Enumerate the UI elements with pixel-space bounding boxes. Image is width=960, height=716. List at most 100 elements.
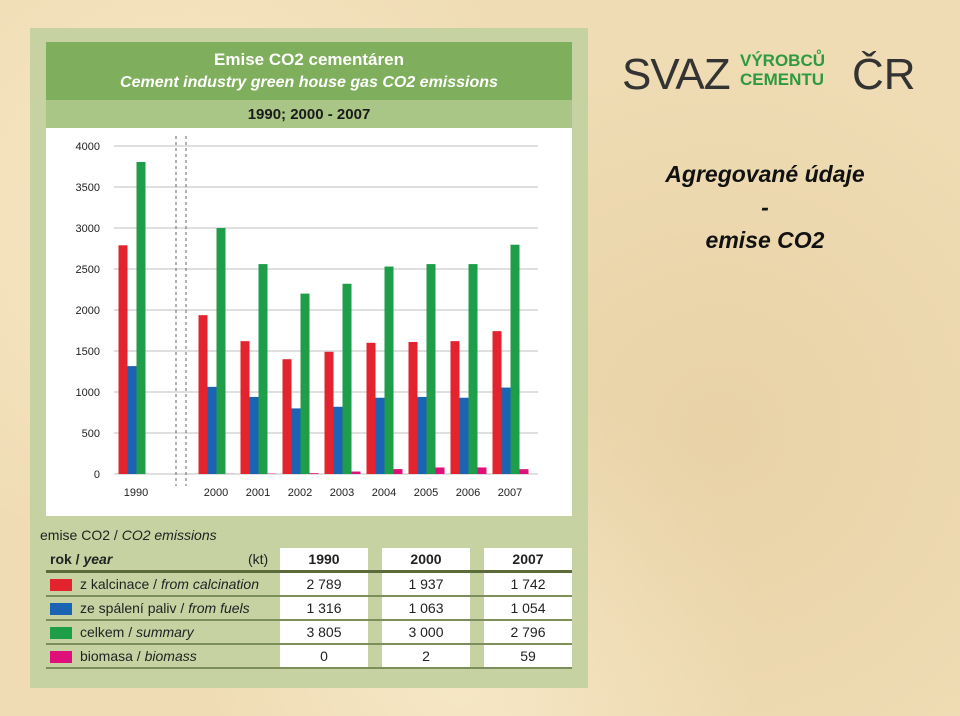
table-row: z kalcinace / from calcination 2 789 1 9… (46, 571, 572, 597)
head-label-en: year (83, 551, 113, 567)
x-tick-label: 2004 (372, 487, 396, 499)
head-label: rok / year (46, 548, 244, 573)
col-gap (470, 596, 484, 621)
chart-title-cz: Emise CO2 cementáren (214, 50, 404, 69)
chart-svg: 0 500 1000 1500 2000 2500 3000 3500 4000 1990 2000… (76, 136, 538, 499)
table-cell: 1 063 (382, 596, 470, 621)
bar-2-2007 (510, 244, 520, 474)
y-tick-label: 0 (94, 469, 100, 481)
swatch-biomass (50, 651, 72, 664)
slide-title: Agregované údaje - emise CO2 (630, 158, 900, 257)
head-year-3: 2007 (484, 548, 572, 573)
table-cell: 1 937 (382, 571, 470, 597)
table-cell: 2 (382, 644, 470, 669)
bar-3-2004 (393, 469, 403, 474)
row-label: celkem / summary (46, 620, 280, 645)
bar-0-1990 (118, 245, 128, 474)
swatch-fuels (50, 603, 72, 616)
bar-2-2005 (426, 264, 436, 474)
table-cell: 1 316 (280, 596, 368, 621)
x-tick-label: 2002 (288, 487, 312, 499)
table-cell: 3 805 (280, 620, 368, 645)
table-cell: 3 000 (382, 620, 470, 645)
col-gap (368, 596, 382, 621)
bar-0-2007 (492, 331, 502, 474)
bar-1-2002 (291, 408, 301, 474)
bar-0-2004 (366, 342, 376, 474)
brand-cr: ČR (852, 50, 916, 99)
x-tick-label: 2007 (498, 487, 522, 499)
col-gap (470, 644, 484, 669)
bar-3-2005 (435, 467, 445, 474)
table-row: biomasa / biomass 0 2 59 (46, 644, 572, 669)
brand-svaz: SVAZ (622, 50, 731, 99)
brand-vyrobcu: VÝROBCŮ (740, 51, 826, 70)
y-tick-label: 2000 (76, 305, 100, 317)
bar-1-2004 (375, 397, 385, 474)
head-year-1: 1990 (280, 548, 368, 573)
x-tick-label: 2001 (246, 487, 270, 499)
bar-1-2003 (333, 406, 343, 474)
row-label-cz: z kalcinace (80, 576, 150, 592)
bar-2-2006 (468, 264, 478, 474)
brand-vyrobcu-cementu: VÝROBCŮ CEMENTU (740, 51, 825, 89)
table-title-cz: emise CO2 (40, 527, 111, 543)
bar-2-2003 (342, 283, 352, 474)
row-label-cz: ze spálení paliv (80, 600, 177, 616)
col-gap (368, 620, 382, 645)
table-row: celkem / summary 3 805 3 000 2 796 (46, 620, 572, 645)
x-tick-label: 2000 (204, 487, 228, 499)
bar-2-2001 (258, 264, 268, 474)
bar-1-1990 (127, 366, 137, 474)
col-gap (470, 571, 484, 597)
bar-0-2001 (240, 341, 250, 474)
slide-title-line1: Agregované údaje (665, 161, 865, 187)
row-label-en: from calcination (160, 576, 259, 592)
bar-1-2005 (417, 396, 427, 474)
brand-logo: SVAZ VÝROBCŮ CEMENTU ČR (622, 48, 932, 99)
col-gap (368, 644, 382, 669)
col-gap (368, 548, 382, 573)
table-cell: 59 (484, 644, 572, 669)
bar-0-2006 (450, 341, 460, 474)
x-tick-label: 1990 (124, 487, 148, 499)
row-label-en: from fuels (188, 600, 250, 616)
y-tick-label: 3000 (76, 223, 100, 235)
bar-chart: 0 500 1000 1500 2000 2500 3000 3500 4000 1990 2000… (46, 128, 572, 516)
chart-title-en: Cement industry green house gas CO2 emis… (120, 74, 498, 91)
table-title-en: CO2 emissions (121, 527, 217, 543)
row-label-cz: celkem (80, 624, 125, 640)
bar-1-2006 (459, 397, 469, 474)
y-tick-label: 1000 (76, 387, 100, 399)
y-tick-label: 2500 (76, 264, 100, 276)
swatch-summary (50, 627, 72, 640)
emissions-table: rok / year (kt) 1990 2000 2007 z kalcina… (46, 548, 572, 669)
col-gap (470, 548, 484, 573)
bar-1-2000 (207, 386, 217, 474)
y-tick-label: 4000 (76, 141, 100, 153)
col-gap (368, 571, 382, 597)
bar-3-2007 (519, 469, 529, 474)
table-title: emise CO2 / CO2 emissions (40, 527, 217, 543)
head-year-2: 2000 (382, 548, 470, 573)
row-label-en: summary (136, 624, 194, 640)
years-band: 1990; 2000 - 2007 (46, 100, 572, 128)
brand-cementu: CEMENTU (740, 70, 825, 89)
swatch-calcination (50, 579, 72, 592)
bar-0-2003 (324, 351, 334, 474)
row-label: ze spálení paliv / from fuels (46, 596, 280, 621)
slide-title-line3: emise CO2 (705, 227, 825, 253)
table-cell: 2 796 (484, 620, 572, 645)
slide-title-line2: - (761, 194, 769, 220)
row-label: z kalcinace / from calcination (46, 571, 280, 597)
bar-2-1990 (136, 161, 146, 475)
bar-2-2000 (216, 228, 226, 474)
bar-3-2006 (477, 467, 487, 474)
x-tick-label: 2006 (456, 487, 480, 499)
bar-3-2002 (309, 473, 319, 474)
table-row: ze spálení paliv / from fuels 1 316 1 06… (46, 596, 572, 621)
table-cell: 2 789 (280, 571, 368, 597)
x-tick-label: 2003 (330, 487, 354, 499)
table-cell: 1 054 (484, 596, 572, 621)
bar-3-2003 (351, 471, 361, 474)
